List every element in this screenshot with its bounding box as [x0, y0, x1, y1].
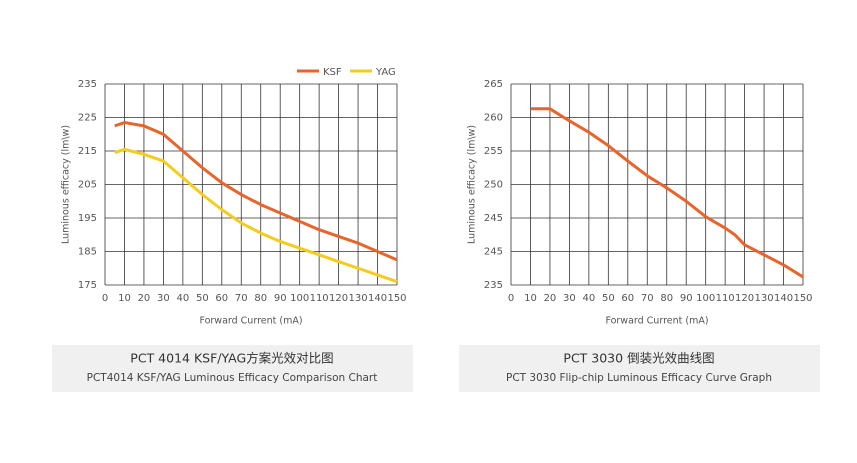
x-tick-label: 130 — [349, 293, 368, 304]
x-tick-label: 10 — [524, 293, 537, 304]
data-line — [530, 107, 804, 279]
x-tick-label: 40 — [176, 293, 189, 304]
data-line — [114, 147, 398, 284]
y-tick-label: 255 — [484, 146, 503, 157]
chart-subtitle: PCT 3030 Flip-chip Luminous Efficacy Cur… — [506, 372, 772, 384]
chart-title: PCT 4014 KSF/YAG方案光效对比图 — [130, 351, 333, 366]
x-tick-label: 100 — [290, 293, 309, 304]
x-tick-label: 150 — [387, 293, 406, 304]
legend-label: KSF — [323, 67, 342, 78]
x-tick-label: 80 — [660, 293, 673, 304]
x-tick-label: 20 — [544, 293, 557, 304]
x-tick-label: 20 — [138, 293, 151, 304]
x-tick-label: 70 — [641, 293, 654, 304]
x-tick-label: 140 — [368, 293, 387, 304]
y-tick-label: 215 — [78, 146, 97, 157]
x-axis-label: Forward Current (mA) — [605, 316, 708, 327]
legend-label: YAG — [375, 67, 396, 78]
x-tick-label: 30 — [157, 293, 170, 304]
x-tick-label: 90 — [274, 293, 287, 304]
y-tick-label: 260 — [484, 113, 503, 124]
x-axis-label: Forward Current (mA) — [199, 316, 302, 327]
x-tick-label: 50 — [602, 293, 615, 304]
x-tick-label: 120 — [735, 293, 754, 304]
x-tick-label: 140 — [774, 293, 793, 304]
x-tick-label: 130 — [755, 293, 774, 304]
x-tick-label: 70 — [235, 293, 248, 304]
y-axis-label: Luminous efficacy (lm\w) — [61, 125, 72, 244]
y-tick-label: 225 — [78, 113, 97, 124]
x-tick-label: 10 — [118, 293, 131, 304]
x-tick-label: 0 — [508, 293, 514, 304]
x-tick-label: 100 — [696, 293, 715, 304]
y-tick-label: 265 — [484, 79, 503, 90]
y-tick-label: 235 — [78, 79, 97, 90]
y-tick-label: 235 — [484, 280, 503, 291]
y-tick-label: 245 — [484, 247, 503, 258]
x-tick-label: 80 — [254, 293, 267, 304]
x-tick-label: 110 — [310, 293, 329, 304]
x-tick-label: 150 — [793, 293, 812, 304]
y-tick-label: 245 — [484, 213, 503, 224]
y-tick-label: 195 — [78, 213, 97, 224]
caption-box — [459, 345, 820, 392]
data-line — [114, 121, 398, 262]
chart-subtitle: PCT4014 KSF/YAG Luminous Efficacy Compar… — [87, 372, 378, 384]
x-tick-label: 40 — [582, 293, 595, 304]
caption-box — [52, 345, 413, 392]
y-axis-label: Luminous efficacy (lm\w) — [467, 125, 478, 244]
y-tick-label: 175 — [78, 280, 97, 291]
y-tick-label: 205 — [78, 180, 97, 191]
x-tick-label: 120 — [329, 293, 348, 304]
x-tick-label: 90 — [680, 293, 693, 304]
x-tick-label: 60 — [621, 293, 634, 304]
chart-title: PCT 3030 倒装光效曲线图 — [563, 351, 714, 366]
x-tick-label: 60 — [215, 293, 228, 304]
x-tick-label: 0 — [102, 293, 108, 304]
y-tick-label: 250 — [484, 180, 503, 191]
y-tick-label: 185 — [78, 247, 97, 258]
x-tick-label: 50 — [196, 293, 209, 304]
x-tick-label: 110 — [716, 293, 735, 304]
x-tick-label: 30 — [563, 293, 576, 304]
